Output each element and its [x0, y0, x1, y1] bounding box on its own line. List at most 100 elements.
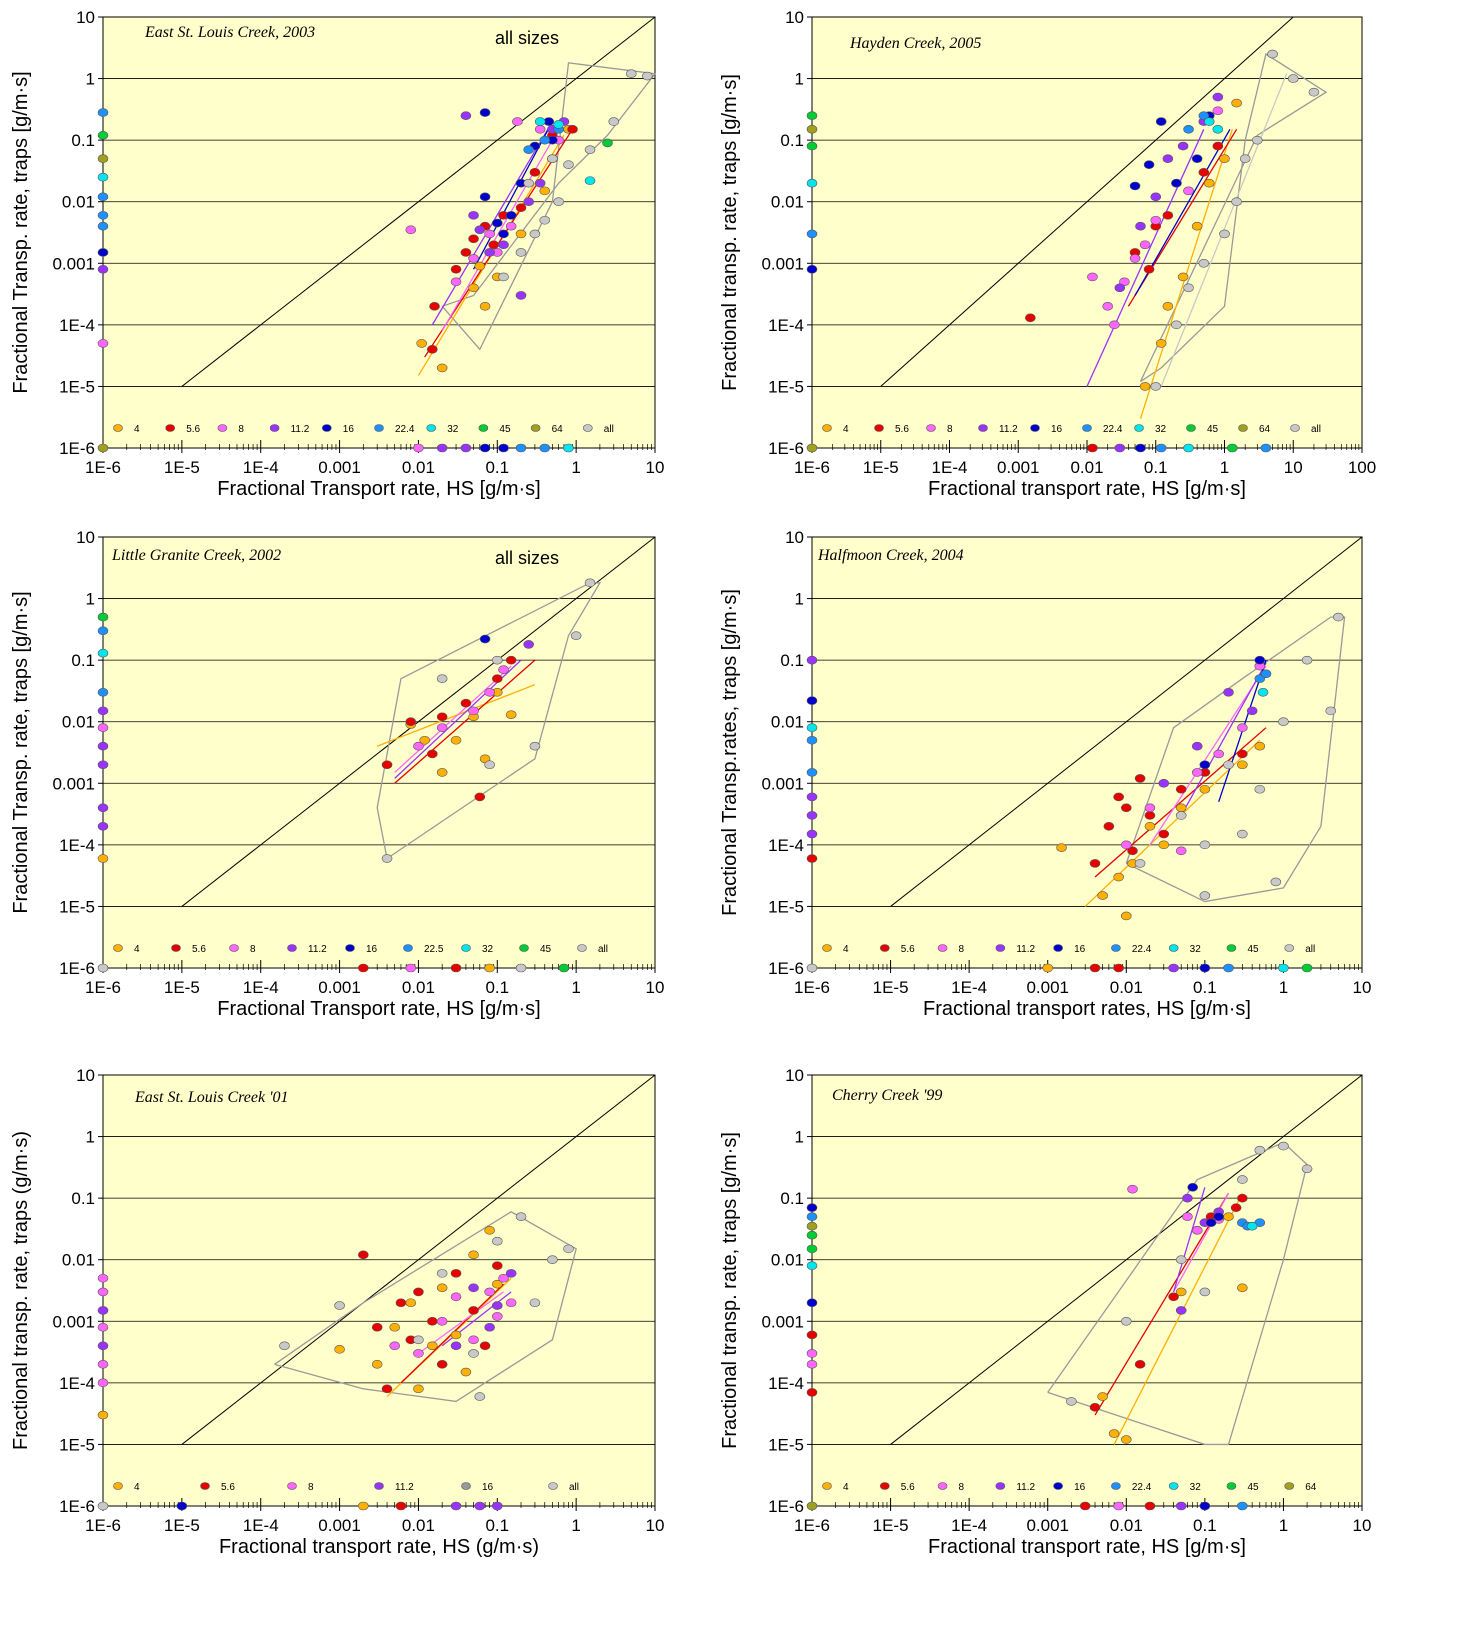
legend-label: 16	[366, 944, 378, 955]
data-point	[468, 1335, 479, 1345]
y-tick-label: 1E-6	[768, 959, 804, 978]
legend-label: 45	[540, 944, 552, 955]
data-point	[358, 1250, 369, 1260]
data-point	[460, 248, 472, 257]
data-point	[498, 1273, 509, 1283]
legend-marker	[321, 424, 332, 432]
legend-marker	[1284, 1482, 1295, 1490]
y-tick-label: 10	[76, 528, 95, 547]
legend-label: 5.6	[192, 944, 206, 955]
legend-label: 22.4	[395, 424, 415, 435]
fit-line	[1172, 1187, 1206, 1293]
data-point	[427, 1316, 438, 1326]
legend-marker	[229, 944, 239, 952]
x-axis-point	[1042, 963, 1054, 973]
y-tick-label: 1E-4	[59, 1374, 95, 1393]
data-point	[1308, 87, 1320, 97]
y-tick-label: 1E-5	[768, 377, 804, 396]
data-point	[1109, 320, 1120, 330]
series-32	[534, 117, 596, 185]
data-point	[1097, 891, 1108, 900]
y-axis-point	[97, 854, 109, 863]
data-point	[1139, 382, 1151, 391]
legend-label: 8	[238, 424, 244, 435]
legend-label: 45	[1207, 424, 1219, 435]
y-axis-point	[97, 626, 109, 636]
x-axis-point	[515, 443, 527, 453]
data-point	[1237, 1175, 1248, 1184]
panel-annotation: all sizes	[495, 28, 559, 48]
series-all	[498, 69, 653, 282]
legend-label: 11.2	[291, 424, 310, 435]
y-axis-point	[806, 125, 818, 134]
data-point	[512, 117, 523, 126]
legend-label: all	[1305, 944, 1315, 955]
data-point	[479, 1341, 491, 1351]
legend-marker	[1168, 944, 1179, 952]
data-point	[1237, 1193, 1248, 1203]
series-45	[602, 138, 613, 148]
data-point	[498, 272, 509, 282]
data-point	[468, 234, 479, 244]
data-point	[450, 264, 462, 274]
legend-marker	[1290, 424, 1300, 432]
legend-label: 32	[482, 944, 494, 955]
x-tick-label: 10	[1353, 1516, 1372, 1535]
y-axis-point	[97, 1322, 109, 1332]
data-point	[488, 240, 499, 250]
y-axis-title: Fractional transp. rate, traps [g/m·s]	[719, 1132, 741, 1449]
data-point	[547, 154, 558, 163]
legend-marker	[577, 944, 587, 952]
x-axis-point	[474, 1501, 486, 1511]
x-axis-point	[515, 963, 527, 973]
x-axis-point	[1301, 963, 1313, 973]
legend-marker	[113, 1482, 123, 1490]
data-point	[468, 1349, 479, 1358]
y-axis-point	[97, 723, 109, 732]
chart-panel-4: 1E-6 1E-5 1E-4 0.001 0.01 0.1 1 10 1E-6 1E-5 1E-4 0…	[719, 528, 1371, 1020]
data-point	[515, 248, 527, 257]
x-tick-label: 0.1	[1193, 978, 1217, 997]
legend-marker	[995, 1482, 1006, 1490]
data-point	[1162, 154, 1174, 163]
legend-marker	[926, 424, 936, 432]
x-tick-label: 10	[646, 458, 665, 477]
x-axis-point	[1089, 963, 1101, 973]
data-point	[1182, 1212, 1193, 1221]
x-axis-point	[1199, 1501, 1211, 1511]
x-tick-label: 1E-4	[951, 1516, 987, 1535]
data-point	[602, 138, 613, 148]
one-to-one-line	[890, 536, 1363, 907]
y-tick-label: 0.01	[62, 713, 95, 732]
legend-label: 4	[843, 944, 849, 955]
y-axis-point	[97, 822, 109, 831]
data-point	[1066, 1397, 1077, 1406]
legend-marker	[165, 424, 175, 432]
data-point	[1212, 141, 1224, 151]
legend-marker	[937, 944, 948, 952]
y-axis-title: Fractional transp. rate, traps (g/m·s)	[10, 1131, 32, 1450]
data-point	[1260, 669, 1272, 679]
x-tick-label: 1E-5	[863, 458, 899, 477]
data-point	[436, 712, 448, 722]
data-point	[468, 1306, 479, 1315]
data-point	[1278, 1141, 1289, 1151]
series-all	[1066, 1141, 1313, 1406]
data-point	[1155, 117, 1167, 126]
data-point	[1162, 302, 1174, 311]
data-point	[389, 1341, 400, 1351]
data-point	[491, 1279, 503, 1289]
legend-marker	[1053, 1482, 1063, 1490]
data-point	[436, 1316, 448, 1326]
x-axis-title: Fractional Transport rate, HS [g/m·s]	[217, 478, 540, 500]
data-point	[1239, 154, 1251, 163]
y-axis-point	[806, 178, 818, 188]
y-tick-label: 10	[785, 1066, 804, 1085]
data-point	[1183, 186, 1194, 196]
data-point	[1333, 612, 1344, 622]
legend-marker	[374, 424, 384, 432]
data-point	[381, 760, 393, 770]
x-axis-point	[1079, 1501, 1091, 1511]
y-axis-point	[806, 829, 818, 839]
x-axis-title: Fractional transport rates, HS [g/m·s]	[923, 998, 1251, 1020]
